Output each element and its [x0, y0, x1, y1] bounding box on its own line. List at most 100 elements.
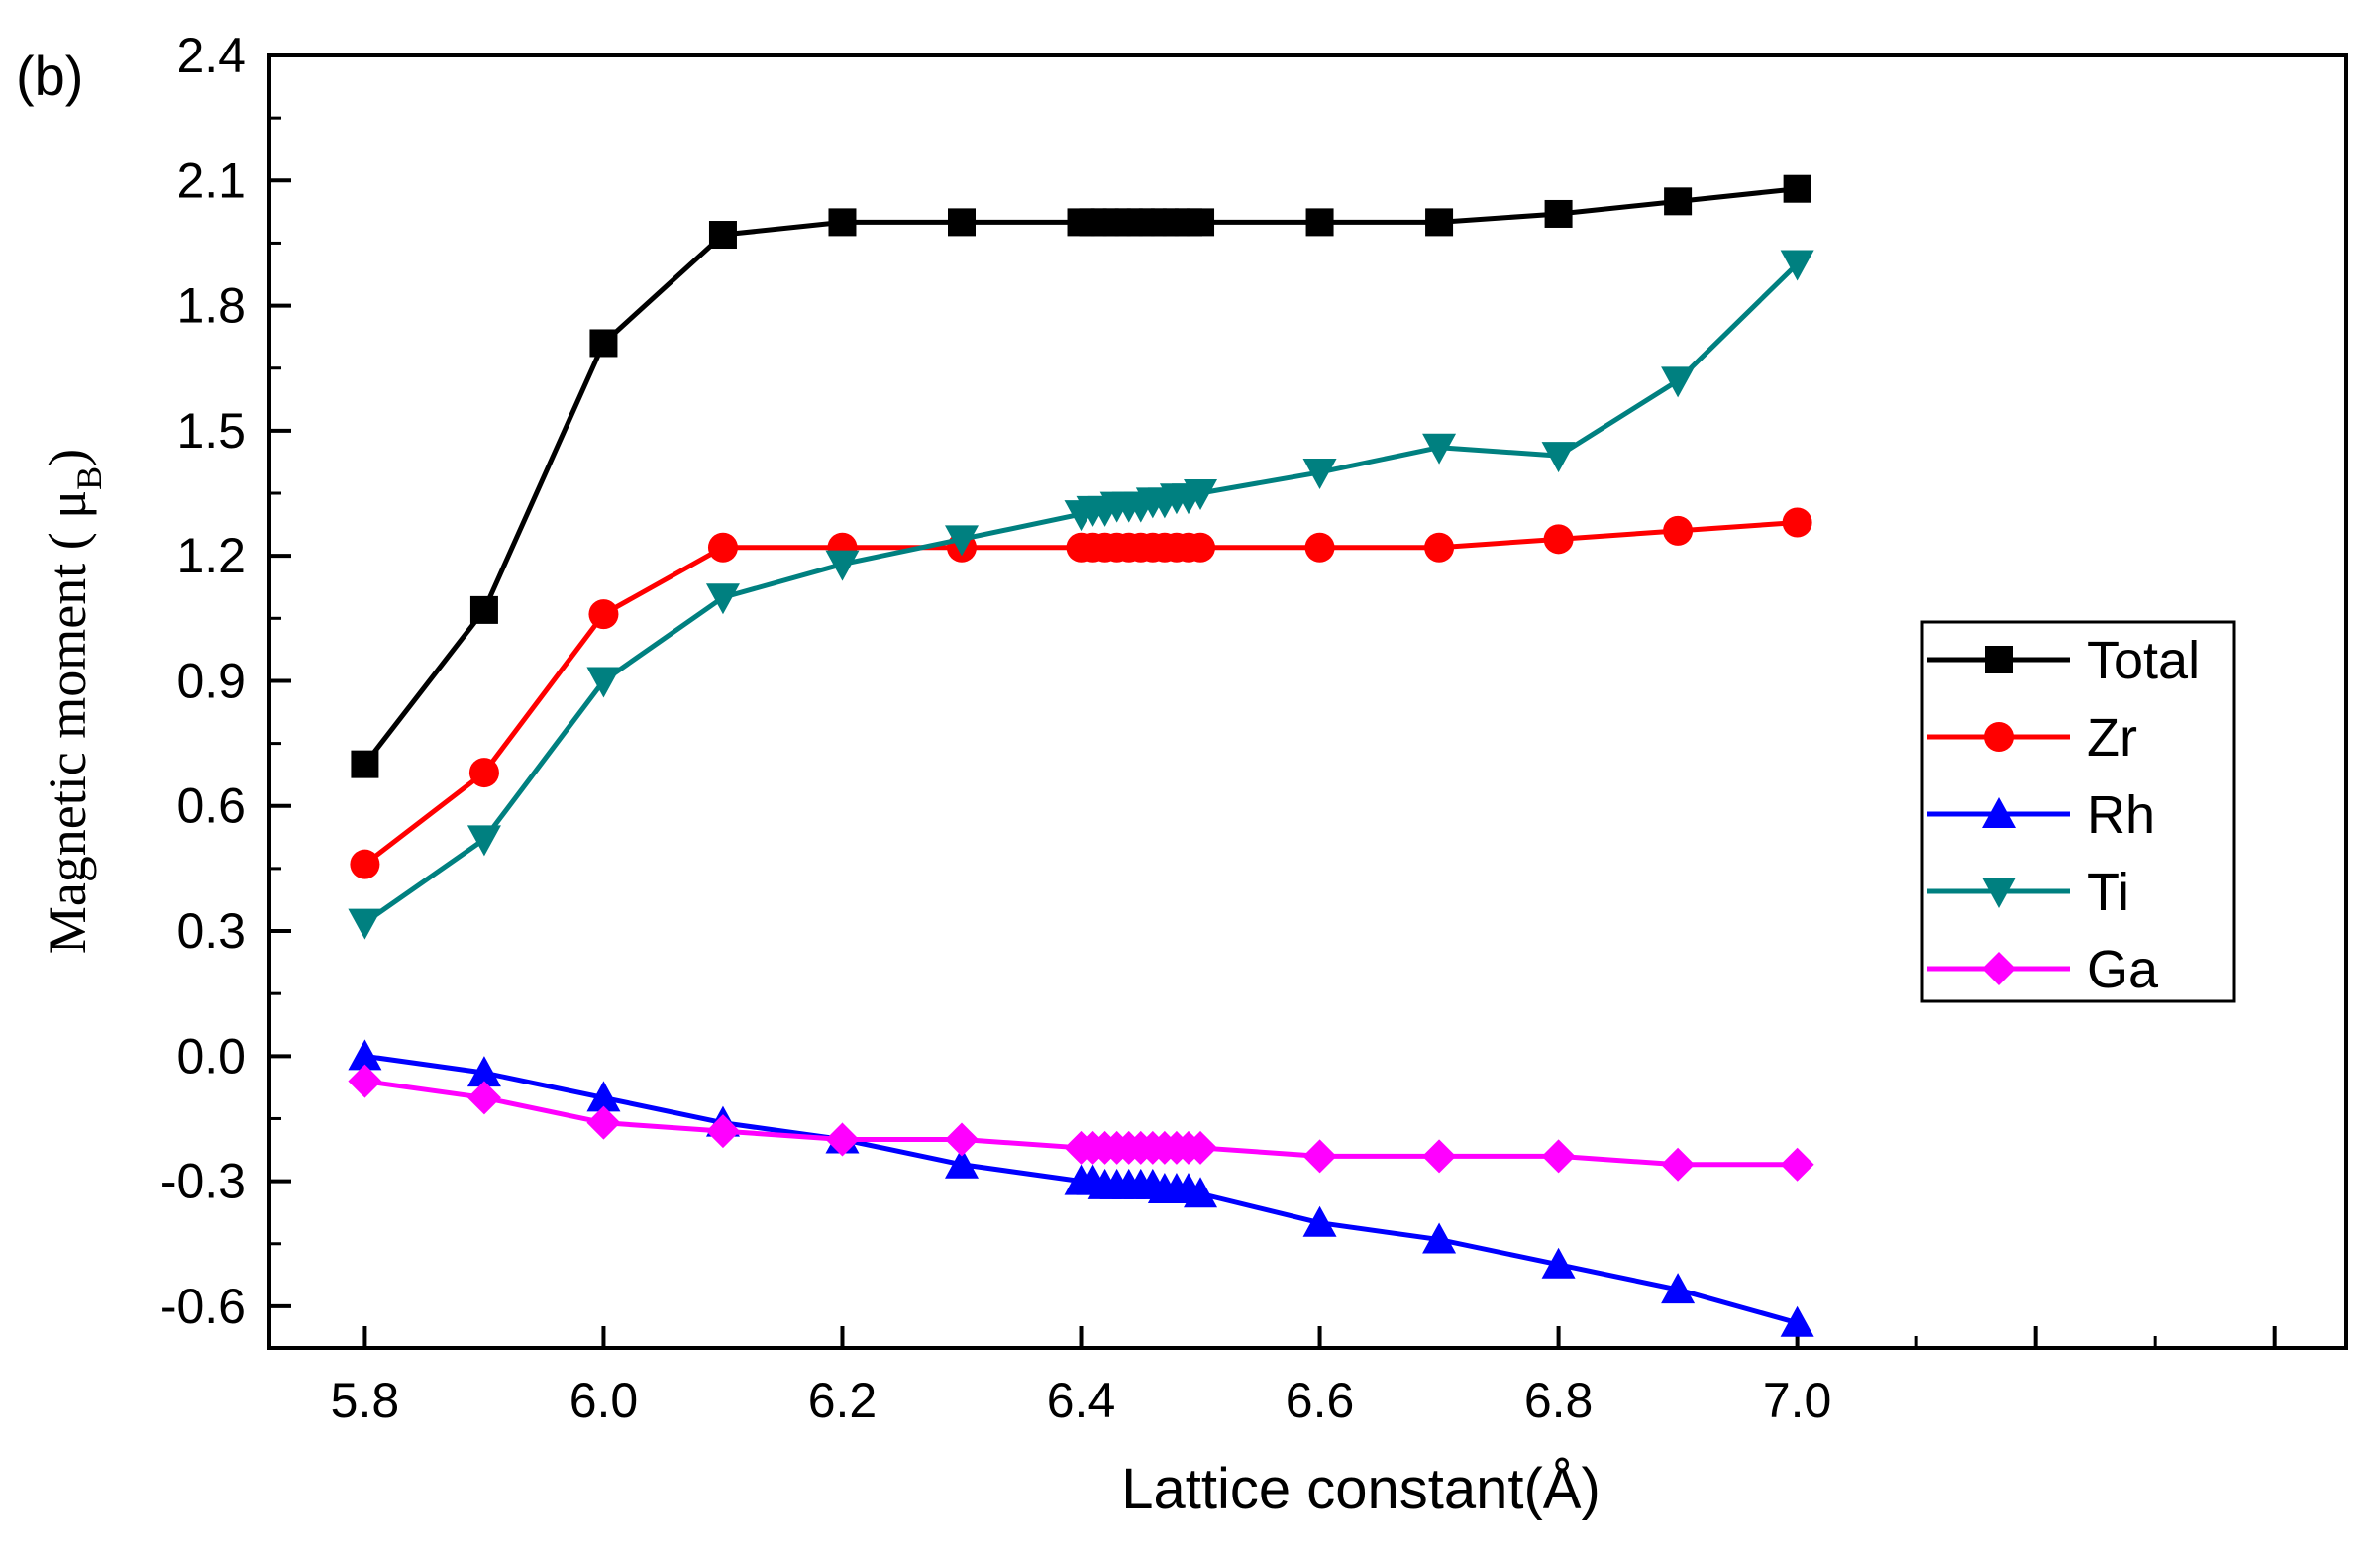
- series-line-total: [362, 186, 1798, 767]
- data-point-ti: [466, 825, 501, 857]
- legend-item-ga: Ga: [1927, 940, 2159, 999]
- data-point-ga: [1780, 1147, 1814, 1182]
- panel-label: (b): [16, 45, 83, 107]
- data-point-ga: [466, 1081, 501, 1115]
- data-point-ti: [1422, 433, 1457, 465]
- x-axis-label: Lattice constant(Å): [1121, 1457, 1601, 1521]
- data-point-ga: [1184, 1130, 1218, 1165]
- series-layer: [348, 174, 1814, 1337]
- y-tick-label: 0.0: [176, 1028, 246, 1084]
- data-point-ti: [1302, 458, 1337, 489]
- series-rh: [348, 1039, 1814, 1337]
- x-tick-label: 6.6: [1286, 1373, 1355, 1428]
- legend: Total Zr Rh Ti Ga: [1920, 620, 2236, 1003]
- data-point-rh: [348, 1039, 382, 1071]
- data-point-rh: [1422, 1222, 1457, 1254]
- y-axis-label-mu: μ: [38, 490, 97, 519]
- data-point-ti: [825, 550, 860, 581]
- series-line-zr: [362, 519, 1798, 867]
- series-zr: [350, 507, 1812, 879]
- y-tick-label: 0.6: [176, 778, 246, 834]
- data-point-total: [1305, 208, 1334, 237]
- data-point-zr: [707, 532, 738, 563]
- legend-marker: [1982, 952, 2016, 985]
- y-tick-label: -0.6: [160, 1279, 246, 1334]
- data-point-total: [708, 221, 737, 250]
- data-point-ga: [1541, 1139, 1576, 1174]
- data-point-zr: [1424, 532, 1455, 563]
- legend-item-ti: Ti: [1927, 863, 2129, 922]
- data-point-rh: [466, 1056, 501, 1087]
- y-tick-label: 0.3: [176, 903, 246, 959]
- y-tick-label: 2.1: [176, 153, 246, 208]
- legend-label: Zr: [2087, 708, 2137, 768]
- data-point-zr: [1543, 524, 1574, 555]
- y-tick-label: 1.2: [176, 528, 246, 583]
- data-point-zr: [588, 599, 619, 630]
- data-point-total: [1425, 208, 1454, 237]
- y-tick-label: 2.4: [176, 28, 246, 83]
- data-point-total: [351, 750, 379, 778]
- data-point-zr: [350, 849, 380, 879]
- data-point-zr: [468, 758, 499, 788]
- y-axis-label-close: ): [38, 449, 97, 466]
- data-point-ti: [1780, 250, 1814, 281]
- data-point-rh: [1302, 1205, 1337, 1237]
- data-point-zr: [1186, 532, 1216, 563]
- series-ti: [348, 250, 1814, 940]
- x-tick-label: 5.8: [331, 1373, 400, 1428]
- series-line-ti: [362, 261, 1800, 925]
- y-axis-label: Magnetic moment ( μB): [38, 449, 109, 954]
- legend-label: Total: [2087, 631, 2200, 690]
- x-tick-label: 6.0: [569, 1373, 639, 1428]
- plot-frame: [267, 53, 2348, 1350]
- data-point-ga: [1422, 1139, 1457, 1174]
- data-point-total: [469, 595, 498, 624]
- series-ga: [348, 1064, 1814, 1182]
- data-point-total: [1783, 174, 1811, 203]
- legend-item-total: Total: [1927, 631, 2200, 690]
- data-point-ga: [705, 1114, 740, 1149]
- data-point-ga: [825, 1122, 860, 1157]
- data-point-ga: [1661, 1147, 1696, 1182]
- y-tick-label: -0.3: [160, 1154, 246, 1209]
- y-tick-label: 1.8: [176, 278, 246, 334]
- data-point-ga: [348, 1064, 382, 1098]
- x-tick-label: 6.4: [1047, 1373, 1116, 1428]
- data-point-rh: [945, 1147, 979, 1179]
- legend-item-rh: Rh: [1927, 785, 2155, 845]
- y-tick-label: 0.9: [176, 653, 246, 708]
- data-point-ga: [1302, 1139, 1337, 1174]
- y-axis-label-sub: B: [69, 466, 109, 490]
- data-point-total: [1664, 187, 1693, 216]
- legend-items: Total Zr Rh Ti Ga: [1927, 631, 2200, 999]
- data-point-ti: [348, 908, 382, 940]
- data-point-ti: [1184, 479, 1218, 511]
- data-point-ti: [945, 525, 979, 557]
- data-point-ti: [1541, 442, 1576, 473]
- data-point-zr: [1782, 507, 1812, 538]
- data-point-zr: [1663, 515, 1694, 546]
- data-point-rh: [586, 1081, 621, 1112]
- legend-marker: [1982, 797, 2016, 828]
- data-point-rh: [1184, 1177, 1218, 1208]
- data-point-ga: [945, 1122, 979, 1157]
- data-point-total: [948, 208, 976, 237]
- x-tick-label: 6.8: [1524, 1373, 1594, 1428]
- legend-marker: [1984, 722, 2014, 752]
- y-axis-label-main: Magnetic moment (: [38, 519, 97, 954]
- y-axis-ticks: -0.6 -0.3 0.0 0.3 0.6 0.9 1.2 1.5 1.8 2.1 2.4: [160, 28, 291, 1334]
- x-tick-label: 6.2: [808, 1373, 878, 1428]
- x-axis-ticks: 5.8 6.0 6.2 6.4 6.6 6.8 7.0: [331, 1326, 2277, 1428]
- data-point-ti: [705, 583, 740, 615]
- y-tick-label: 1.5: [176, 403, 246, 459]
- data-point-ti: [586, 667, 621, 698]
- legend-label: Ti: [2087, 863, 2129, 922]
- x-tick-label: 7.0: [1763, 1373, 1832, 1428]
- legend-label: Ga: [2087, 940, 2159, 999]
- data-point-total: [1544, 199, 1573, 228]
- legend-label: Rh: [2087, 785, 2155, 845]
- data-point-total: [589, 329, 618, 358]
- data-point-rh: [1541, 1247, 1576, 1279]
